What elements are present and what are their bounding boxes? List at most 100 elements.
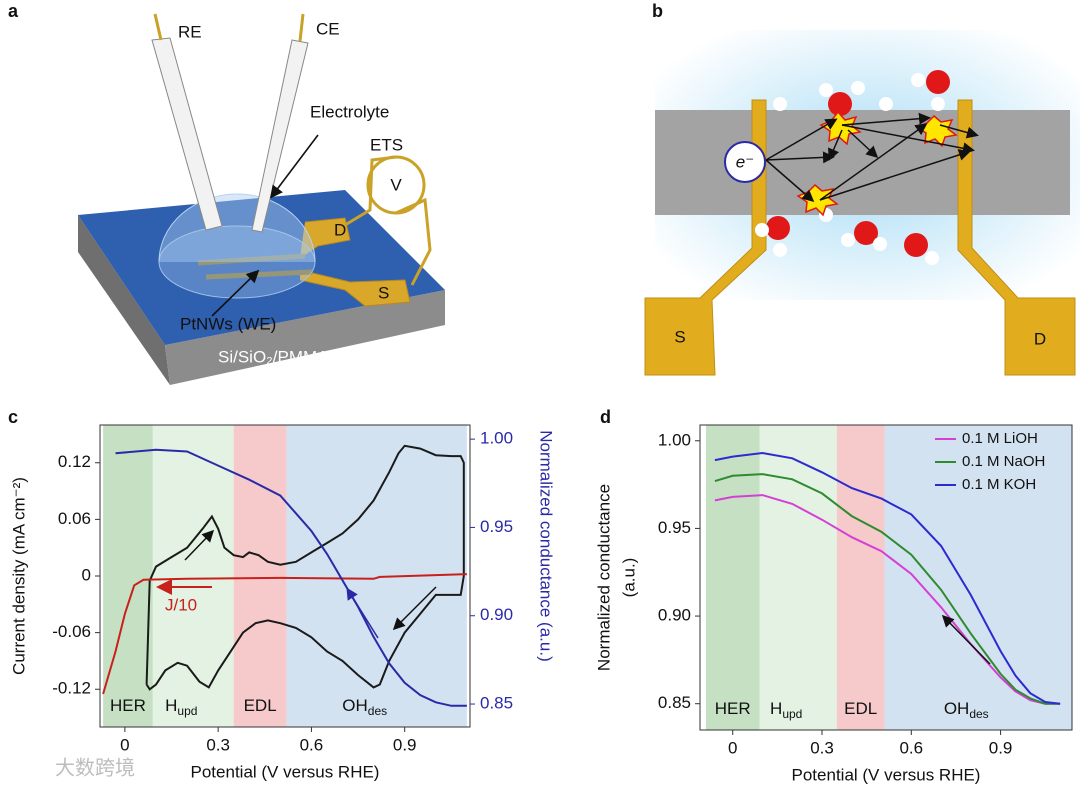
substrate-top (78, 190, 445, 345)
series-line (714, 451, 1061, 705)
y-axis-label: (a.u.) (619, 558, 638, 598)
panel-label: a (8, 1, 19, 21)
region-label-main: H (770, 699, 782, 718)
series-line (145, 444, 465, 691)
x-tick-label: 0.9 (989, 738, 1013, 757)
source-electrode (644, 99, 767, 376)
panel-d: d HER Hupd EDL OHdes 0 0.3 0.6 0.9 0.85 0.90 0.95 1.… (594, 407, 1073, 784)
y-tick-label: 0.85 (658, 693, 691, 712)
label: e⁻ (736, 152, 754, 171)
pad-d (299, 217, 351, 259)
arrow (270, 134, 319, 199)
label: Si/SiO₂/PMMA (218, 347, 329, 366)
x-tick-label: 0.9 (393, 735, 417, 754)
x-tick-label: 0.6 (300, 735, 324, 754)
region-label-main: EDL (844, 699, 877, 718)
electron (724, 141, 766, 183)
region-label-main: HER (110, 696, 146, 715)
substrate-front (165, 290, 445, 385)
region-label: OHdes (342, 696, 387, 718)
re-electrode (151, 37, 223, 231)
label: CE (316, 19, 340, 38)
series-line (102, 573, 467, 695)
legend-label: 0.1 M NaOH (962, 453, 1045, 470)
panel-label: c (8, 407, 18, 427)
panel-c: c HER Hupd EDL OHdes 0 0.3 0.6 0.9 -0.12 -0.06 0 0.0… (8, 407, 556, 782)
region (152, 425, 234, 727)
region-label: HER (110, 696, 146, 715)
watermark: 大数跨境 (55, 756, 135, 779)
y-axis-label: Normalized conductance (594, 484, 613, 671)
region-label-sub: upd (177, 704, 197, 718)
atoms (755, 73, 945, 265)
legend-label: 0.1 M LiOH (962, 430, 1038, 447)
region-label: Hupd (770, 699, 802, 721)
droplet (158, 193, 316, 263)
panel-b: b e⁻ S D (644, 1, 1080, 376)
x-tick-label: 0.6 (899, 738, 923, 757)
series-line (714, 473, 1061, 705)
label: PtNWs (WE) (180, 314, 276, 333)
region-label-sub: upd (782, 707, 802, 721)
region-label-sub: des (368, 704, 387, 718)
x-axis-label: Potential (V versus RHE) (191, 762, 380, 781)
x-tick-label: 0.3 (206, 735, 230, 754)
y2-tick-label: 1.00 (480, 429, 513, 448)
region-label: EDL (244, 696, 277, 715)
x-tick-label: 0 (120, 735, 129, 754)
region (705, 425, 760, 730)
y-tick-label: 0.12 (58, 452, 91, 471)
panel-label: b (652, 1, 663, 21)
ce-electrode (251, 39, 309, 233)
x-axis-label: Potential (V versus RHE) (792, 765, 981, 784)
wire (395, 197, 432, 286)
label: D (334, 220, 346, 239)
annotation: J/10 (165, 595, 197, 614)
y-tick-label: 0.90 (658, 606, 691, 625)
label: S (674, 327, 685, 346)
y-axis-label: Current density (mA cm⁻²) (9, 477, 28, 675)
y-tick-label: 0.95 (658, 518, 691, 537)
region (286, 425, 467, 727)
region-label-main: OH (944, 699, 970, 718)
region (759, 425, 837, 730)
region-label-main: H (165, 696, 177, 715)
region (233, 425, 287, 727)
region (884, 425, 1072, 730)
molecules (766, 70, 950, 257)
region (836, 425, 885, 730)
y-tick-label: -0.06 (52, 622, 91, 641)
panel-label: d (600, 407, 611, 427)
y-tick-label: 0.06 (58, 509, 91, 528)
region (103, 425, 153, 727)
label: ETS (370, 135, 403, 154)
panel-a: a RE CE Electrolyte ETS V D S PtNWs (WE)… (8, 1, 445, 385)
wire (298, 13, 305, 42)
y-tick-label: 1.00 (658, 430, 691, 449)
nanowire (197, 253, 306, 266)
series-line (115, 448, 467, 707)
x-tick-label: 0 (728, 738, 737, 757)
wire (344, 155, 397, 227)
arrow (211, 269, 260, 317)
region-label-sub: des (969, 707, 988, 721)
label: RE (178, 22, 202, 41)
drain-electrode (957, 99, 1076, 376)
label: S (378, 283, 389, 302)
y-tick-label: -0.12 (52, 679, 91, 698)
label: Electrolyte (310, 102, 389, 121)
y2-tick-label: 0.95 (480, 517, 513, 536)
label: V (390, 175, 402, 194)
region-label-main: OH (342, 696, 368, 715)
chart-arrows (156, 529, 991, 665)
region-label-main: HER (715, 699, 751, 718)
pad-s (299, 269, 411, 307)
nanowire-body (655, 110, 1070, 215)
series-line (714, 494, 1061, 705)
region-label: Hupd (165, 696, 197, 718)
y2-tick-label: 0.85 (480, 694, 513, 713)
plot-frame (699, 424, 1073, 731)
region-label-main: EDL (244, 696, 277, 715)
wire (153, 13, 163, 41)
